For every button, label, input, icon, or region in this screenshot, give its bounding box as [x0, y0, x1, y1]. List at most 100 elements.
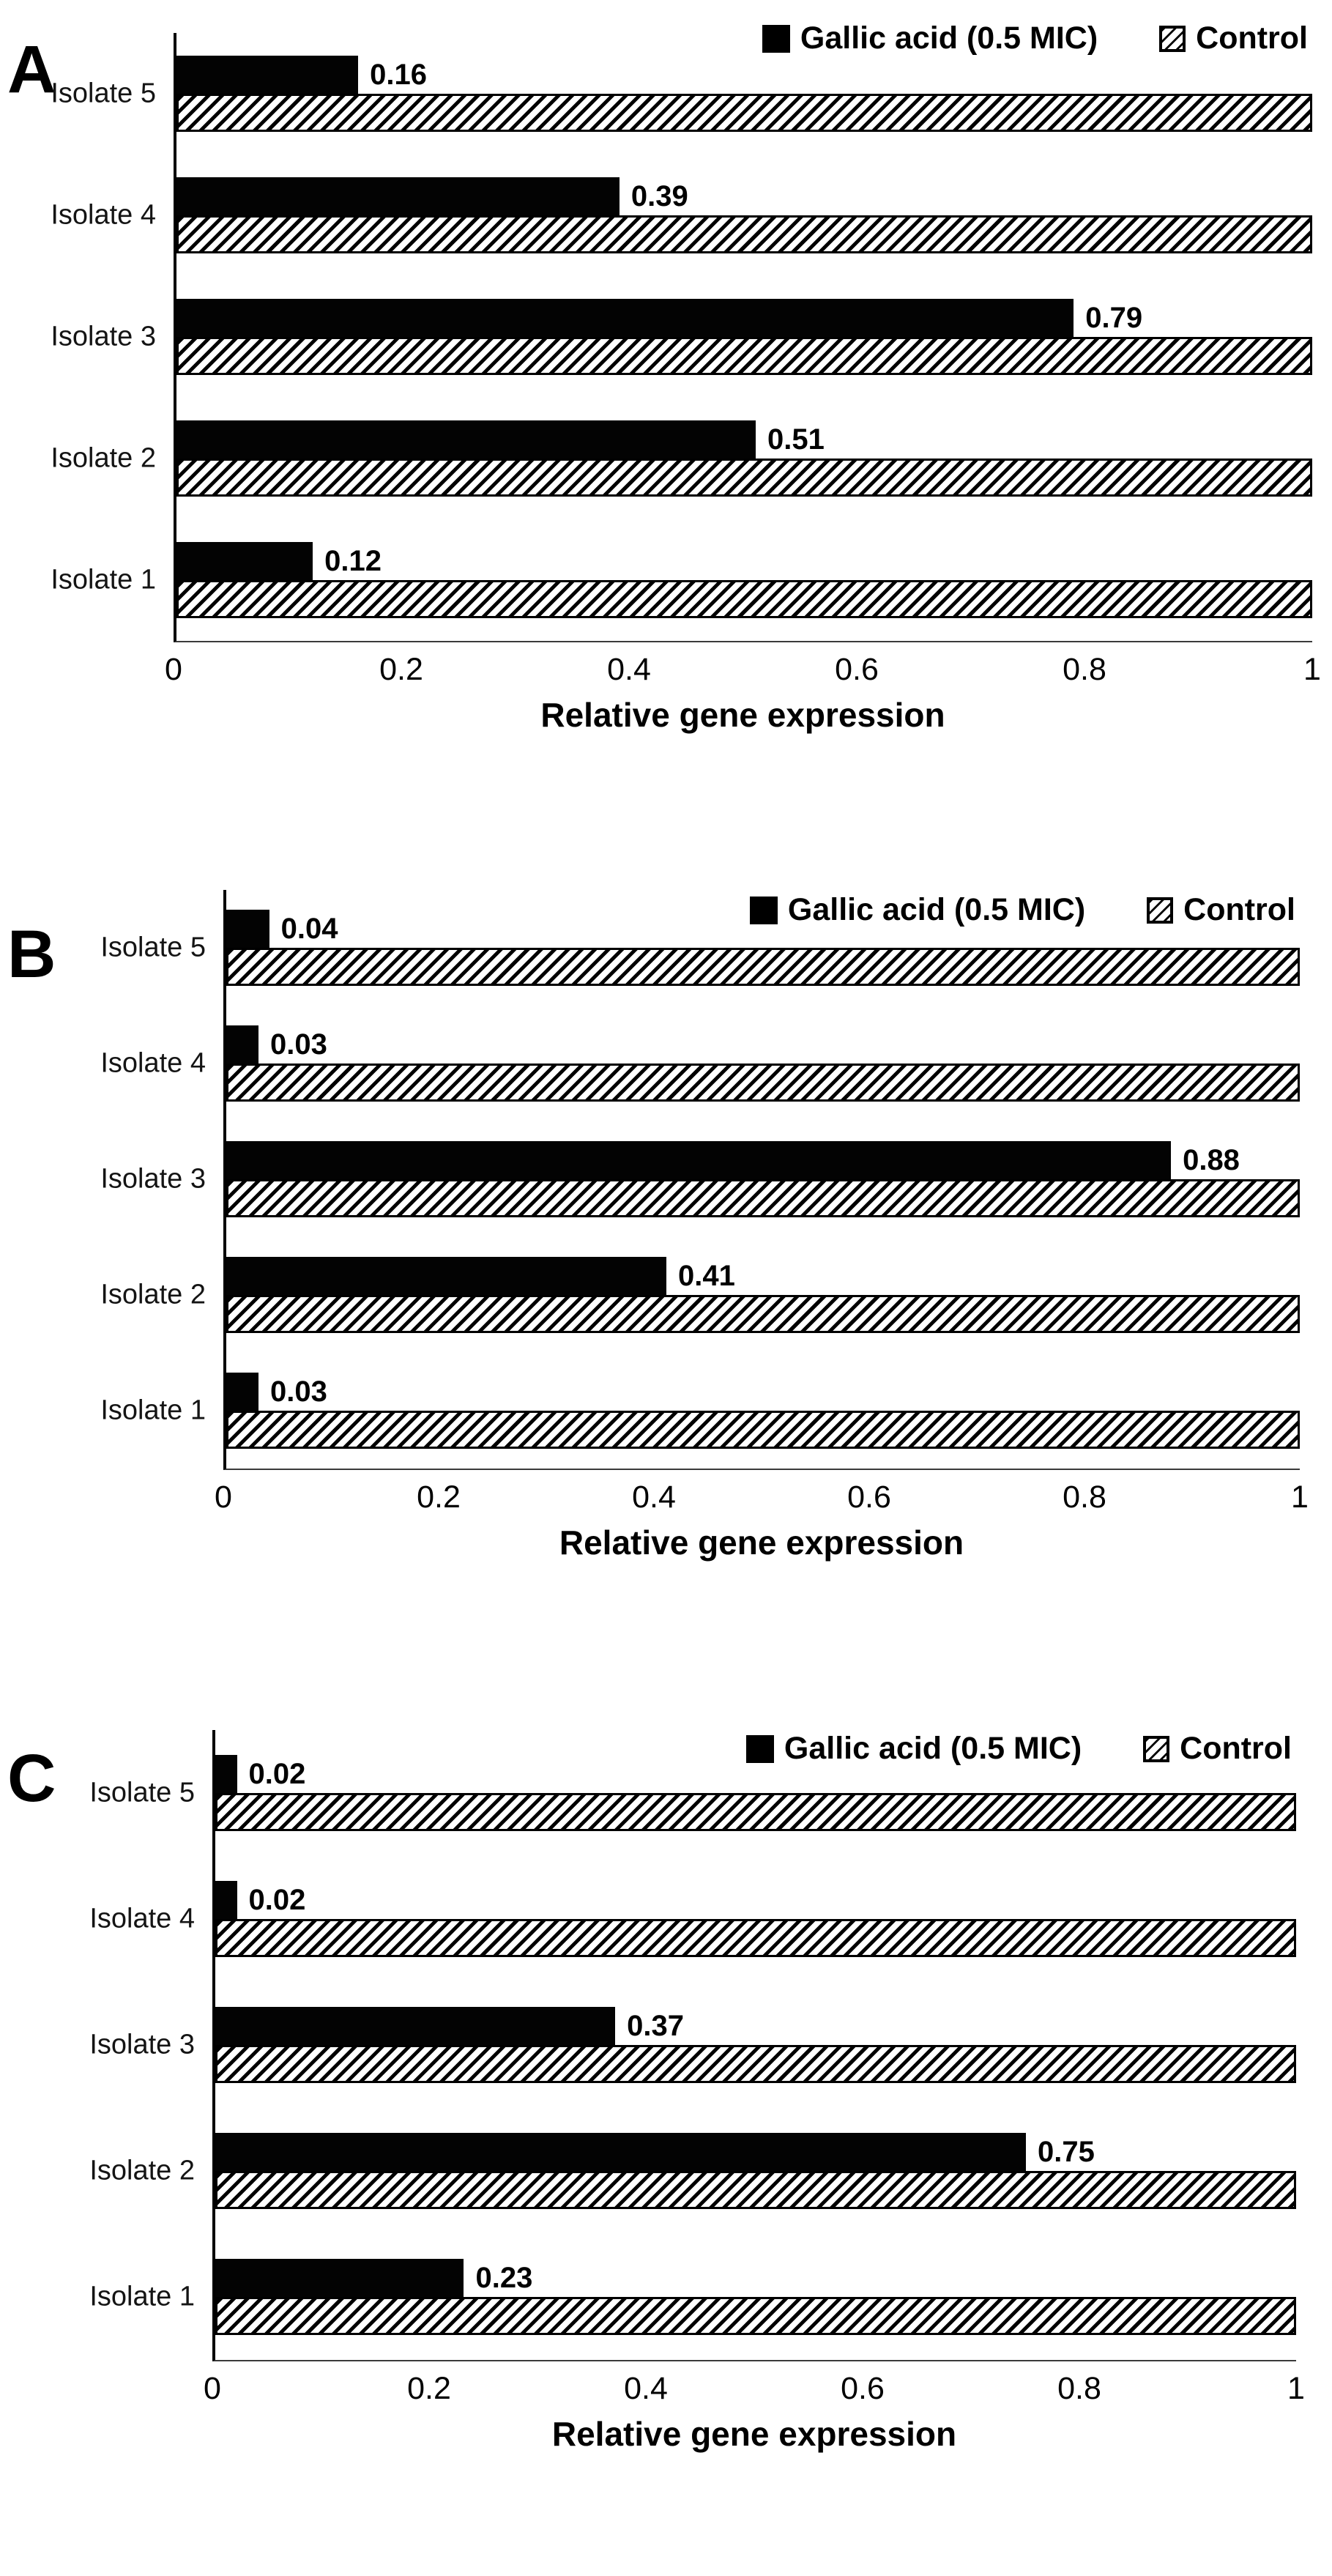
gallic-acid-bar: [215, 2133, 1026, 2171]
legend-item-control: Control: [1143, 1733, 1292, 1764]
category-group: Isolate 4 0.02: [89, 1856, 1296, 1982]
treated-bar-row: 0.39: [176, 177, 1312, 215]
category-label: Isolate 3: [51, 321, 156, 352]
gallic-acid-bar: [176, 420, 756, 459]
treated-bar-row: 0.02: [215, 1881, 1296, 1919]
category-label: Isolate 3: [100, 1163, 206, 1195]
category-label: Isolate 1: [51, 564, 156, 595]
treated-bar-row: 0.41: [226, 1257, 1300, 1295]
x-tick-label: 1: [1287, 2371, 1305, 2406]
gallic-acid-bar: [215, 1755, 237, 1793]
category-group: Isolate 2 0.51: [51, 398, 1312, 519]
control-bar: [176, 580, 1312, 618]
treated-bar-row: 0.79: [176, 299, 1312, 337]
gallic-acid-bar: [226, 1141, 1172, 1179]
legend-item-control: Control: [1147, 894, 1295, 926]
treated-bar-row: 0.03: [226, 1373, 1300, 1411]
category-label: Isolate 4: [51, 199, 156, 231]
treated-bar-row: 0.03: [226, 1025, 1300, 1064]
x-axis-title: Relative gene expression: [540, 696, 945, 734]
treated-bar-row: 0.16: [176, 56, 1312, 94]
panel-c: C Gallic acid (0.5 MIC) Control Isolate …: [0, 1730, 1332, 2576]
category-group: Isolate 4 0.39: [51, 155, 1312, 276]
treated-bar-row: 0.02: [215, 1755, 1296, 1793]
x-tick-label: 0.4: [607, 652, 651, 687]
x-tick-label: 0: [204, 2371, 221, 2406]
legend: Gallic acid (0.5 MIC) Control: [762, 23, 1308, 54]
control-bar: [176, 94, 1312, 132]
panel-letter: A: [7, 32, 57, 107]
bar-value-label: 0.12: [324, 545, 382, 577]
category-label: Isolate 1: [100, 1395, 206, 1426]
category-group: Isolate 3 0.79: [51, 276, 1312, 398]
category-group: Isolate 5 0.02: [89, 1730, 1296, 1856]
control-bar: [226, 1179, 1300, 1217]
category-group: Isolate 2 0.75: [89, 2108, 1296, 2234]
category-label: Isolate 2: [89, 2155, 195, 2186]
legend-label-gallic-acid: Gallic acid (0.5 MIC): [784, 1731, 1082, 1766]
bar-value-label: 0.88: [1183, 1144, 1240, 1176]
category-group: Isolate 3 0.37: [89, 1982, 1296, 2108]
control-bar: [215, 2297, 1296, 2335]
bar-value-label: 0.39: [630, 180, 688, 212]
category-label: Isolate 2: [51, 442, 156, 474]
bar-value-label: 0.79: [1085, 302, 1143, 334]
bar-groups: Isolate 5 0.02 Isolate 4 0.02 Isolate 3 0.37 I…: [89, 1730, 1296, 2360]
x-axis-ticks: 0 0.2 0.4 0.6 0.8 1: [215, 1480, 1309, 1524]
x-tick-label: 0.6: [841, 2371, 885, 2406]
black-square-swatch-icon: [745, 1734, 774, 1763]
control-bar: [226, 948, 1300, 986]
x-tick-label: 0.2: [379, 652, 423, 687]
gallic-acid-bar: [226, 1025, 258, 1064]
category-label: Isolate 5: [89, 1777, 195, 1808]
category-label: Isolate 5: [100, 932, 206, 963]
plot-area: Gallic acid (0.5 MIC) Control Isolate 5 0…: [51, 23, 1312, 642]
x-tick-label: 1: [1303, 652, 1321, 687]
gallic-acid-bar: [176, 56, 359, 94]
control-bar: [176, 215, 1312, 253]
treated-bar-row: 0.23: [215, 2259, 1296, 2297]
treated-bar-row: 0.51: [176, 420, 1312, 459]
gallic-acid-bar: [176, 542, 313, 580]
control-bar: [215, 2045, 1296, 2083]
x-tick-label: 0: [215, 1480, 232, 1515]
control-bar: [176, 337, 1312, 375]
bar-value-label: 0.02: [248, 1758, 306, 1790]
x-tick-label: 0.4: [632, 1480, 676, 1515]
legend: Gallic acid (0.5 MIC) Control: [749, 894, 1295, 926]
treated-bar-row: 0.88: [226, 1141, 1300, 1179]
figure-root: { "figure": { "background": "#ffffff", "…: [0, 23, 1332, 2451]
legend: Gallic acid (0.5 MIC) Control: [745, 1731, 1292, 1766]
bar-value-label: 0.23: [475, 2262, 533, 2294]
gallic-acid-bar: [176, 177, 620, 215]
gallic-acid-bar: [215, 2007, 616, 2045]
category-label: Isolate 3: [89, 2029, 195, 2060]
bar-value-label: 0.16: [370, 59, 428, 91]
bar-groups: Isolate 5 0.16 Isolate 4 0.39 Isolate 3 0.79 I…: [51, 33, 1312, 641]
hatch-square-swatch-icon: [1143, 1735, 1170, 1762]
legend-label-control: Control: [1183, 892, 1295, 927]
legend-label-gallic-acid: Gallic acid (0.5 MIC): [800, 21, 1098, 56]
panel-a: A Gallic acid (0.5 MIC) Control Isolate …: [0, 23, 1332, 773]
category-label: Isolate 1: [89, 2281, 195, 2312]
x-tick-label: 0.4: [624, 2371, 668, 2406]
bar-value-label: 0.04: [280, 913, 338, 945]
x-tick-label: 1: [1291, 1480, 1309, 1515]
x-axis-ticks: 0 0.2 0.4 0.6 0.8 1: [204, 2371, 1305, 2416]
control-bar: [215, 1793, 1296, 1831]
treated-bar-row: 0.75: [215, 2133, 1296, 2171]
bar-value-label: 0.41: [678, 1260, 735, 1292]
category-group: Isolate 1 0.03: [100, 1353, 1300, 1469]
x-tick-label: 0.8: [1063, 1480, 1106, 1515]
bar-value-label: 0.02: [248, 1884, 306, 1916]
bar-value-label: 0.75: [1038, 2136, 1095, 2168]
x-axis-title: Relative gene expression: [551, 2415, 957, 2453]
category-group: Isolate 1 0.23: [89, 2234, 1296, 2360]
category-group: Isolate 2 0.41: [100, 1237, 1300, 1353]
treated-bar-row: 0.37: [215, 2007, 1296, 2045]
gallic-acid-bar: [226, 1373, 258, 1411]
gallic-acid-bar: [226, 1257, 667, 1295]
legend-item-gallic-acid: Gallic acid (0.5 MIC): [762, 23, 1098, 54]
bar-value-label: 0.03: [269, 1028, 327, 1061]
black-square-swatch-icon: [749, 896, 778, 924]
